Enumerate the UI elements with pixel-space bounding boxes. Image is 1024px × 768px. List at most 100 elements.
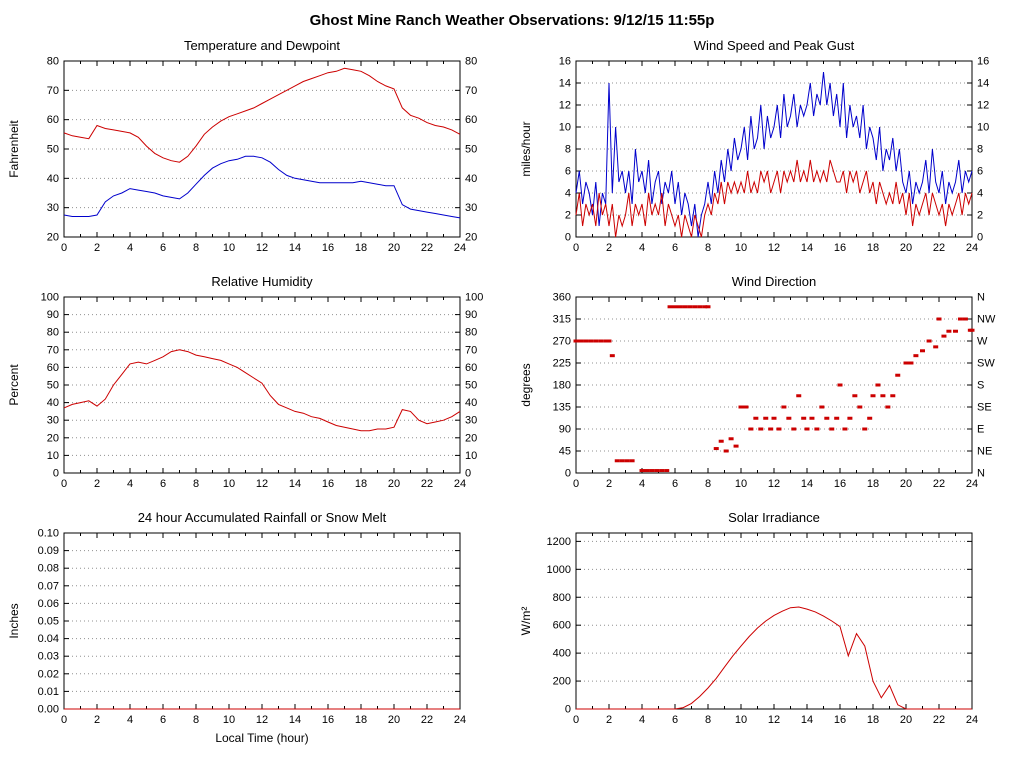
svg-text:24: 24 [966, 242, 978, 254]
svg-text:0.09: 0.09 [38, 545, 59, 557]
svg-text:14: 14 [289, 714, 301, 726]
svg-text:10: 10 [223, 242, 235, 254]
svg-text:Relative Humidity: Relative Humidity [211, 274, 313, 289]
svg-text:22: 22 [421, 478, 433, 490]
svg-text:18: 18 [867, 242, 879, 254]
svg-text:0.00: 0.00 [38, 704, 59, 716]
svg-text:20: 20 [47, 232, 59, 244]
svg-text:SW: SW [977, 358, 995, 370]
svg-text:400: 400 [553, 648, 571, 660]
svg-text:1000: 1000 [547, 564, 571, 576]
svg-text:Inches: Inches [7, 603, 21, 638]
svg-text:8: 8 [193, 714, 199, 726]
svg-text:0.03: 0.03 [38, 651, 59, 663]
svg-text:40: 40 [465, 173, 477, 185]
svg-text:20: 20 [47, 432, 59, 444]
svg-text:20: 20 [388, 242, 400, 254]
svg-text:2: 2 [94, 242, 100, 254]
svg-text:600: 600 [553, 620, 571, 632]
chart-wind-direction: Wind Direction degrees 0 N 45 NE 90 E 135 SE 180 S 2… [512, 273, 1024, 509]
svg-text:80: 80 [465, 327, 477, 339]
svg-text:2: 2 [977, 210, 983, 222]
svg-text:0: 0 [573, 242, 579, 254]
svg-text:16: 16 [834, 242, 846, 254]
svg-text:10: 10 [977, 122, 989, 134]
svg-text:0: 0 [61, 478, 67, 490]
svg-text:12: 12 [256, 478, 268, 490]
svg-text:E: E [977, 424, 984, 436]
svg-text:2: 2 [606, 242, 612, 254]
svg-text:800: 800 [553, 592, 571, 604]
svg-text:40: 40 [47, 397, 59, 409]
svg-text:315: 315 [553, 314, 571, 326]
svg-text:NW: NW [977, 314, 996, 326]
svg-text:24: 24 [454, 242, 466, 254]
svg-text:N: N [977, 468, 985, 480]
svg-text:Wind Speed and Peak Gust: Wind Speed and Peak Gust [694, 38, 855, 53]
svg-text:0: 0 [565, 704, 571, 716]
svg-text:20: 20 [900, 714, 912, 726]
svg-text:10: 10 [465, 450, 477, 462]
svg-text:8: 8 [193, 478, 199, 490]
chart-rainfall: 24 hour Accumulated Rainfall or Snow Mel… [0, 509, 512, 745]
svg-text:degrees: degrees [519, 363, 533, 406]
svg-text:10: 10 [223, 478, 235, 490]
svg-text:Percent: Percent [7, 364, 21, 406]
svg-text:0.02: 0.02 [38, 668, 59, 680]
svg-text:0.05: 0.05 [38, 616, 59, 628]
svg-text:360: 360 [553, 292, 571, 304]
svg-text:14: 14 [801, 242, 813, 254]
svg-text:6: 6 [565, 166, 571, 178]
svg-text:8: 8 [565, 144, 571, 156]
svg-text:50: 50 [465, 144, 477, 156]
svg-text:miles/hour: miles/hour [519, 121, 533, 176]
svg-text:30: 30 [47, 202, 59, 214]
svg-text:80: 80 [47, 327, 59, 339]
svg-text:24: 24 [454, 478, 466, 490]
svg-text:18: 18 [355, 714, 367, 726]
svg-text:Temperature and Dewpoint: Temperature and Dewpoint [184, 38, 340, 53]
svg-text:0.08: 0.08 [38, 563, 59, 575]
svg-text:180: 180 [553, 380, 571, 392]
svg-text:22: 22 [933, 242, 945, 254]
svg-text:6: 6 [977, 166, 983, 178]
svg-text:14: 14 [289, 242, 301, 254]
svg-text:10: 10 [735, 242, 747, 254]
svg-text:16: 16 [977, 56, 989, 68]
svg-text:6: 6 [160, 714, 166, 726]
svg-text:100: 100 [465, 292, 483, 304]
svg-text:8: 8 [705, 478, 711, 490]
svg-text:0: 0 [573, 478, 579, 490]
svg-text:4: 4 [127, 478, 133, 490]
svg-text:2: 2 [565, 210, 571, 222]
svg-text:12: 12 [977, 100, 989, 112]
svg-text:22: 22 [421, 714, 433, 726]
svg-text:0.04: 0.04 [38, 633, 59, 645]
svg-text:16: 16 [322, 478, 334, 490]
svg-text:30: 30 [465, 202, 477, 214]
svg-text:6: 6 [160, 242, 166, 254]
svg-text:20: 20 [388, 714, 400, 726]
svg-text:W: W [977, 336, 988, 348]
page-title: Ghost Mine Ranch Weather Observations: 9… [309, 12, 715, 29]
svg-text:24 hour Accumulated Rainfall o: 24 hour Accumulated Rainfall or Snow Mel… [138, 510, 387, 525]
svg-text:24: 24 [966, 478, 978, 490]
svg-text:2: 2 [94, 714, 100, 726]
svg-text:270: 270 [553, 336, 571, 348]
svg-text:8: 8 [705, 714, 711, 726]
svg-text:22: 22 [421, 242, 433, 254]
svg-text:Local Time (hour): Local Time (hour) [215, 731, 308, 745]
svg-text:4: 4 [565, 188, 571, 200]
svg-text:0: 0 [61, 714, 67, 726]
svg-text:12: 12 [768, 478, 780, 490]
chart-relative-humidity: Relative Humidity Percent 0 0 10 10 20 20 30 30 40… [0, 273, 512, 509]
svg-text:2: 2 [94, 478, 100, 490]
svg-text:30: 30 [465, 415, 477, 427]
svg-text:W/m²: W/m² [519, 607, 533, 636]
svg-text:14: 14 [289, 478, 301, 490]
svg-text:22: 22 [933, 478, 945, 490]
svg-text:16: 16 [559, 56, 571, 68]
svg-text:12: 12 [559, 100, 571, 112]
svg-text:50: 50 [47, 144, 59, 156]
svg-text:60: 60 [47, 362, 59, 374]
